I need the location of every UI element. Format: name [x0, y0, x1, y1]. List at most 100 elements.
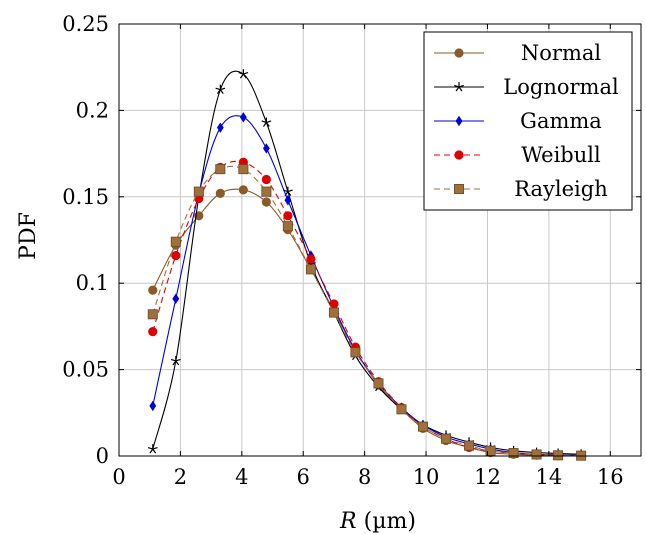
data-point-rayleigh: [350, 347, 361, 358]
x-tick-label: 2: [174, 465, 187, 489]
star-ray: [287, 191, 292, 196]
data-point-rayleigh: [282, 221, 293, 232]
star-ray: [170, 358, 176, 362]
star-ray: [287, 189, 293, 193]
legend-item-gamma: Gamma: [434, 109, 602, 133]
x-axis-label: R (µm): [339, 509, 416, 534]
data-point-gamma: [149, 400, 157, 412]
data-point-normal: [238, 185, 248, 195]
data-point-rayleigh: [238, 164, 249, 175]
legend-item-lognormal: Lognormal: [434, 75, 619, 99]
data-point-weibull: [261, 174, 271, 185]
data-point-gamma: [239, 112, 247, 123]
data-point-normal: [215, 188, 225, 198]
series-line-normal: [152, 188, 582, 457]
legend-label: Gamma: [520, 109, 602, 133]
x-tick-label: 10: [413, 465, 440, 489]
star-ray: [455, 86, 460, 92]
data-point-rayleigh: [553, 450, 564, 461]
star-ray: [310, 262, 316, 265]
legend-label: Lognormal: [503, 75, 619, 99]
star-ray: [152, 446, 158, 450]
x-axis-unit: (µm): [357, 509, 416, 534]
star-ray: [175, 360, 180, 366]
x-tick-label: 8: [358, 465, 371, 489]
star-ray: [215, 87, 221, 91]
star-ray: [266, 120, 272, 124]
data-point-rayleigh: [508, 448, 519, 459]
x-axis-var: R: [339, 509, 357, 534]
series-normal: [148, 185, 586, 461]
data-point-rayleigh: [170, 236, 181, 247]
star-ray: [152, 448, 157, 454]
y-axis-label: PDF: [16, 212, 41, 260]
x-tick-label: 16: [597, 465, 624, 489]
data-point-weibull: [329, 299, 339, 309]
data-point-rayleigh: [193, 186, 204, 197]
series-rayleigh: [147, 164, 587, 461]
data-point-gamma: [262, 143, 270, 154]
star-ray: [219, 89, 224, 95]
y-tick-label: 0.15: [62, 185, 109, 209]
legend: Normal Lognormal Gamma Weibull Rayleigh: [423, 31, 633, 211]
star-ray: [243, 72, 249, 75]
data-point-weibull: [148, 326, 158, 337]
star-ray: [239, 73, 244, 79]
data-point-normal: [148, 285, 158, 295]
data-point-lognormal: [238, 69, 249, 79]
star-ray: [458, 84, 464, 88]
data-point-rayleigh: [441, 433, 452, 444]
x-tick-label: 0: [112, 465, 125, 489]
data-point-weibull: [171, 250, 181, 261]
data-point-lognormal: [261, 117, 272, 127]
data-point-lognormal: [147, 444, 158, 454]
y-tick-label: 0.2: [76, 98, 109, 122]
data-point-rayleigh: [417, 421, 428, 432]
star-ray: [261, 120, 267, 124]
star-ray: [172, 360, 177, 366]
data-point-rayleigh: [485, 445, 496, 456]
data-point-gamma: [216, 122, 224, 133]
star-ray: [220, 87, 226, 91]
legend-marker: [454, 82, 464, 92]
data-point-weibull: [283, 211, 293, 221]
star-ray: [238, 72, 244, 75]
star-ray: [242, 73, 247, 79]
star-ray: [265, 122, 270, 127]
data-point-rayleigh: [328, 307, 339, 318]
legend-item-weibull: Weibull: [434, 143, 601, 167]
data-point-rayleigh: [396, 404, 407, 415]
star-ray: [454, 84, 460, 88]
ticks: 0 2 4 6 8 10 12 14 16 0 0.05 0.1 0.15 0.2 0.25: [62, 12, 641, 489]
x-tick-label: 6: [297, 465, 310, 489]
data-point-rayleigh: [373, 378, 384, 389]
data-point-weibull: [306, 254, 316, 264]
data-point-rayleigh: [261, 186, 272, 197]
star-ray: [458, 86, 463, 92]
y-tick-label: 0.1: [76, 271, 109, 295]
data-point-rayleigh: [305, 264, 316, 275]
y-tick-label: 0: [96, 444, 109, 468]
data-point-rayleigh: [531, 449, 542, 460]
star-ray: [147, 446, 153, 450]
legend-item-rayleigh: Rayleigh: [434, 177, 608, 201]
star-ray: [149, 448, 154, 454]
data-point-gamma: [284, 195, 292, 206]
x-tick-label: 12: [474, 465, 501, 489]
data-point-rayleigh: [215, 164, 226, 175]
data-point-rayleigh: [147, 309, 158, 320]
data-point-lognormal: [215, 84, 226, 95]
star-ray: [262, 122, 267, 127]
legend-marker: [455, 115, 463, 127]
data-point-gamma: [172, 293, 180, 304]
legend-marker: [453, 183, 464, 194]
x-tick-label: 14: [536, 465, 563, 489]
legend-marker: [454, 48, 464, 58]
legend-item-normal: Normal: [434, 41, 601, 65]
legend-label: Weibull: [521, 143, 601, 167]
plot-frame: [118, 23, 642, 457]
y-tick-label: 0.05: [62, 358, 109, 382]
star-ray: [216, 89, 221, 95]
legend-label: Normal: [521, 41, 601, 65]
